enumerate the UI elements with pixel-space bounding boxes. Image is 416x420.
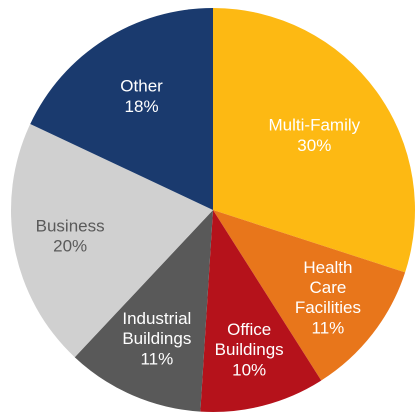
- slice-label-line: Business: [36, 217, 105, 236]
- pie-slice: [10, 123, 214, 358]
- pie-slice: [213, 8, 415, 273]
- slice-label-line: Care: [309, 279, 346, 298]
- pie-slice: [74, 210, 213, 412]
- slice-label-line: Buildings: [122, 329, 191, 348]
- slice-label: Business: [36, 217, 105, 236]
- slice-label-line: Other: [120, 77, 163, 96]
- pie-slice: [30, 8, 214, 210]
- slice-label-line: Industrial: [122, 309, 191, 328]
- slice-label: Industrial Buildings: [122, 309, 191, 348]
- value-label: 11%: [312, 319, 345, 338]
- slice-label: Other: [120, 77, 163, 96]
- value-label: 30%: [297, 136, 331, 155]
- slice-label: Health Care Facilities: [295, 259, 361, 318]
- slice-label-line: Multi-Family: [269, 116, 361, 135]
- slice-label: Multi-Family: [269, 116, 361, 135]
- pie-slice: [213, 210, 406, 381]
- slice-label-line: Buildings: [215, 340, 284, 359]
- pie-slice: [200, 210, 322, 413]
- slice-label-line: Health: [303, 259, 352, 278]
- slice-label-line: Facilities: [295, 299, 361, 318]
- value-label: 11%: [140, 349, 173, 368]
- value-label: 10%: [232, 360, 266, 379]
- slice-label-line: Office: [227, 320, 271, 339]
- slice-label: Office Buildings: [215, 320, 284, 359]
- value-label: 18%: [125, 97, 159, 116]
- value-label: 20%: [53, 237, 87, 256]
